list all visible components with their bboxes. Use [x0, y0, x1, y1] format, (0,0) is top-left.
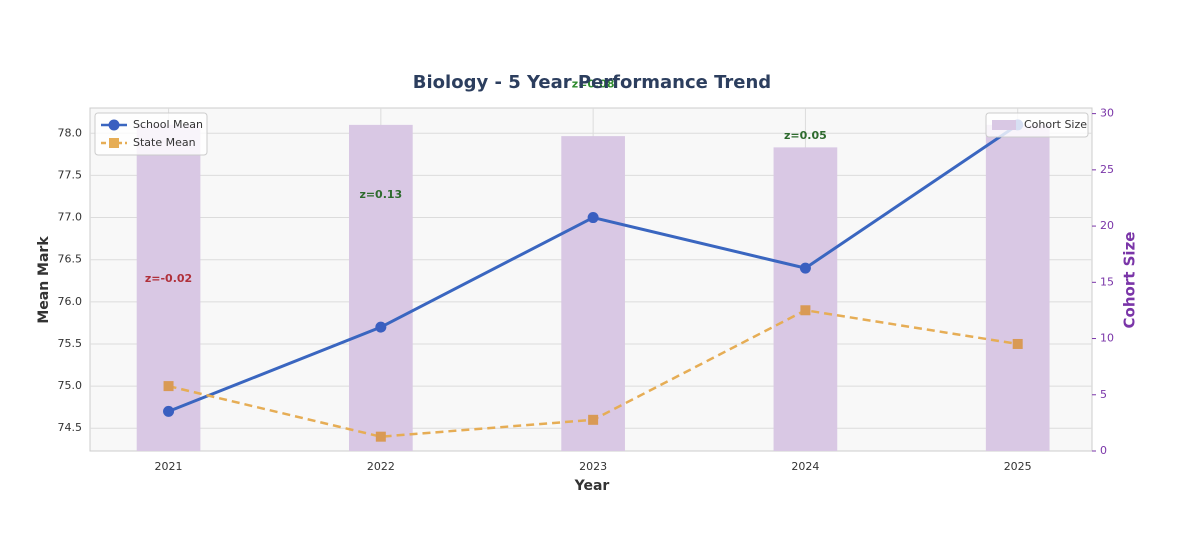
y-tick-label: 76.0	[58, 295, 83, 308]
bar	[561, 136, 625, 452]
marker	[375, 431, 386, 442]
y2-tick-label: 30	[1100, 107, 1114, 120]
annotation: z=0.05	[784, 129, 827, 142]
y-tick-label: 77.0	[58, 211, 83, 224]
legend-marker	[108, 119, 120, 131]
bars	[136, 124, 1050, 452]
y-tick-label: 77.5	[58, 168, 83, 181]
y2-tick-label: 25	[1100, 163, 1114, 176]
annotations: z=-0.02 z=0.13 z=0.08 z=0.05	[145, 77, 827, 285]
marker	[588, 414, 599, 425]
x-tick-label: 2024	[791, 460, 819, 473]
y2-tick-label: 15	[1100, 275, 1114, 288]
y2-tick-label: 20	[1100, 219, 1114, 232]
y2-tick-label: 5	[1100, 388, 1107, 401]
y-tick-label: 78.0	[58, 126, 83, 139]
y-tick-label: 75.5	[58, 337, 83, 350]
legend-label: State Mean	[133, 136, 196, 149]
legend-marker	[109, 138, 119, 148]
annotation: z=-0.02	[145, 272, 192, 285]
x-tick-label: 2023	[579, 460, 607, 473]
bar	[136, 124, 201, 452]
legend	[94, 112, 208, 156]
legend-swatch	[992, 120, 1016, 130]
marker	[799, 262, 811, 274]
x-tick-label: 2021	[155, 460, 183, 473]
axes: 74.5 75.0 75.5 76.0 76.5 77.0 77.5 78.0 0 5 10 15 20…	[58, 107, 1115, 473]
y2-axis-label: Cohort Size	[1121, 232, 1139, 329]
annotation: z=0.13	[359, 188, 402, 201]
legend	[985, 112, 1089, 138]
marker	[163, 405, 175, 417]
marker	[800, 305, 811, 316]
marker	[587, 212, 599, 224]
marker	[163, 381, 174, 392]
bar	[773, 147, 838, 451]
bar	[985, 124, 1050, 452]
marker	[375, 321, 387, 333]
bar	[348, 124, 413, 452]
y2-tick-label: 10	[1100, 332, 1114, 345]
x-tick-label: 2025	[1004, 460, 1032, 473]
annotation: z=0.08	[572, 77, 615, 90]
y-tick-label: 76.5	[58, 253, 83, 266]
y2-tick-label: 0	[1100, 444, 1107, 457]
chart-title: Biology - 5 Year Performance Trend	[413, 72, 771, 93]
y-tick-label: 74.5	[58, 421, 83, 434]
legend-label: Cohort Size	[1024, 118, 1087, 131]
x-axis-label: Year	[574, 478, 610, 494]
y-tick-label: 75.0	[58, 379, 83, 392]
marker	[1012, 338, 1023, 349]
legend-label: School Mean	[133, 118, 203, 131]
x-tick-label: 2022	[367, 460, 395, 473]
y-axis-label: Mean Mark	[36, 236, 52, 324]
